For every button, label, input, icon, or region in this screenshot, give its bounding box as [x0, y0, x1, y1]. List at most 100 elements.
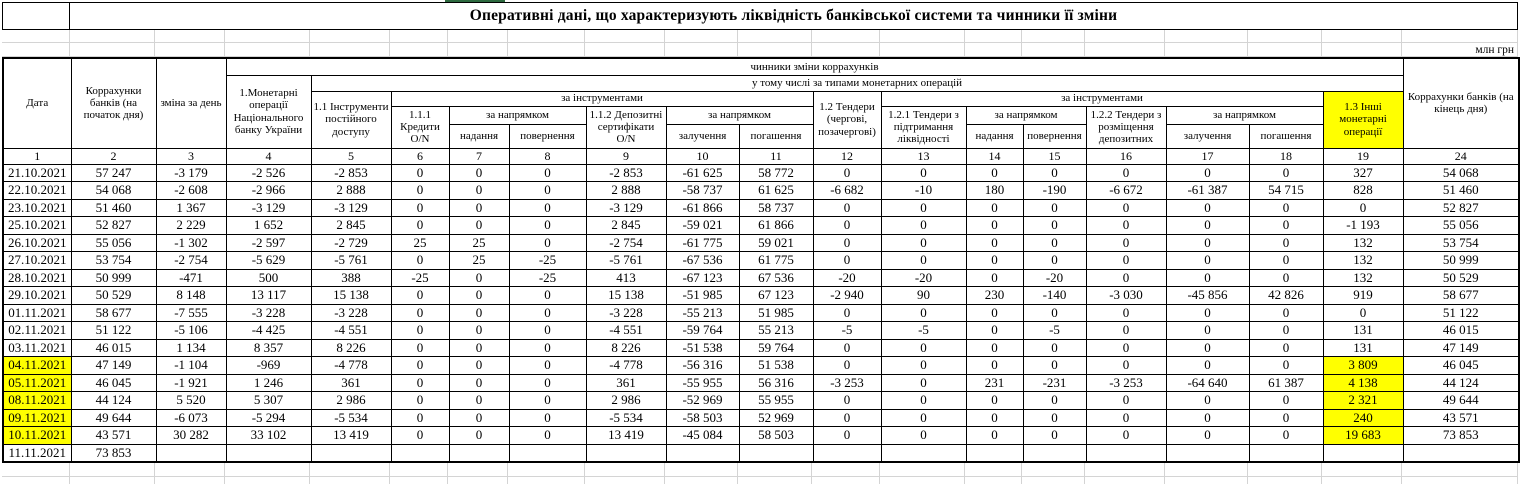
value-cell[interactable]: [880, 443, 967, 462]
value-cell[interactable]: -61 625: [665, 163, 740, 182]
value-cell[interactable]: 58 677: [1402, 286, 1520, 305]
value-cell[interactable]: -2 526: [225, 163, 312, 182]
value-cell[interactable]: 0: [448, 268, 510, 287]
value-cell[interactable]: -4 551: [310, 321, 392, 340]
value-cell[interactable]: -2 853: [310, 163, 392, 182]
value-cell[interactable]: 50 999: [1402, 251, 1520, 270]
value-cell[interactable]: 0: [448, 321, 510, 340]
value-cell[interactable]: 0: [812, 338, 882, 357]
value-cell[interactable]: 361: [585, 373, 667, 392]
value-cell[interactable]: 0: [508, 181, 587, 200]
value-cell[interactable]: 132: [1322, 268, 1404, 287]
value-cell[interactable]: 230: [965, 286, 1024, 305]
value-cell[interactable]: 0: [448, 303, 510, 322]
value-cell[interactable]: 0: [1165, 391, 1250, 410]
value-cell[interactable]: 51 122: [1402, 303, 1520, 322]
value-cell[interactable]: 919: [1322, 286, 1404, 305]
value-cell[interactable]: 2 986: [585, 391, 667, 410]
header-monetary-ops[interactable]: 1.Монетарні операції Національного банку…: [225, 74, 312, 149]
value-cell[interactable]: -3 228: [225, 303, 312, 322]
value-cell[interactable]: 500: [225, 268, 312, 287]
value-cell[interactable]: 50 999: [70, 268, 157, 287]
header-return-2[interactable]: повернення: [1022, 123, 1087, 149]
value-cell[interactable]: -6 682: [812, 181, 882, 200]
value-cell[interactable]: 58 503: [738, 426, 814, 445]
value-cell[interactable]: 0: [965, 391, 1024, 410]
value-cell[interactable]: 0: [508, 391, 587, 410]
value-cell[interactable]: 61 866: [738, 216, 814, 235]
value-cell[interactable]: -61 387: [1165, 181, 1250, 200]
value-cell[interactable]: 50 529: [70, 286, 157, 305]
value-cell[interactable]: 0: [1085, 251, 1167, 270]
value-cell[interactable]: 2 845: [585, 216, 667, 235]
value-cell[interactable]: -5: [1022, 321, 1087, 340]
value-cell[interactable]: 0: [880, 216, 967, 235]
value-cell[interactable]: [812, 443, 882, 462]
value-cell[interactable]: 0: [448, 163, 510, 182]
column-number-cell[interactable]: 2: [70, 147, 157, 165]
date-cell[interactable]: 28.10.2021: [2, 268, 72, 287]
value-cell[interactable]: 55 213: [738, 321, 814, 340]
header-tenders-deposit[interactable]: 1.2.2 Тендери з розміщення депозитних: [1085, 105, 1167, 149]
column-number-cell[interactable]: 11: [738, 147, 814, 165]
value-cell[interactable]: -2 966: [225, 181, 312, 200]
value-cell[interactable]: -4 778: [310, 356, 392, 375]
value-cell[interactable]: 0: [812, 356, 882, 375]
value-cell[interactable]: -4 425: [225, 321, 312, 340]
value-cell[interactable]: 58 737: [738, 198, 814, 217]
header-credits-on[interactable]: 1.1.1 Кредити O/N: [390, 105, 450, 149]
value-cell[interactable]: 0: [390, 338, 450, 357]
value-cell[interactable]: 0: [880, 233, 967, 252]
header-by-direction-4[interactable]: за напрямком: [1165, 105, 1324, 125]
value-cell[interactable]: [1022, 443, 1087, 462]
value-cell[interactable]: 0: [1248, 338, 1324, 357]
value-cell[interactable]: -5 294: [225, 408, 312, 427]
value-cell[interactable]: 44 124: [70, 391, 157, 410]
value-cell[interactable]: 49 644: [1402, 391, 1520, 410]
value-cell[interactable]: 0: [880, 391, 967, 410]
value-cell[interactable]: -51 538: [665, 338, 740, 357]
value-cell[interactable]: -5 761: [310, 251, 392, 270]
value-cell[interactable]: 1 652: [225, 216, 312, 235]
value-cell[interactable]: 0: [1248, 391, 1324, 410]
value-cell[interactable]: -4 551: [585, 321, 667, 340]
value-cell[interactable]: 0: [1085, 356, 1167, 375]
value-cell[interactable]: 0: [1165, 216, 1250, 235]
value-cell[interactable]: [585, 443, 667, 462]
value-cell[interactable]: 13 117: [225, 286, 312, 305]
value-cell[interactable]: 0: [390, 426, 450, 445]
value-cell[interactable]: -3 129: [225, 198, 312, 217]
value-cell[interactable]: [310, 443, 392, 462]
value-cell[interactable]: [448, 443, 510, 462]
value-cell[interactable]: 0: [1085, 268, 1167, 287]
column-number-cell[interactable]: 19: [1322, 147, 1404, 165]
value-cell[interactable]: -25: [508, 251, 587, 270]
value-cell[interactable]: 0: [880, 356, 967, 375]
value-cell[interactable]: -3 030: [1085, 286, 1167, 305]
header-factors[interactable]: чинники зміни коррахунків: [225, 57, 1404, 76]
value-cell[interactable]: 388: [310, 268, 392, 287]
value-cell[interactable]: -52 969: [665, 391, 740, 410]
value-cell[interactable]: 0: [1165, 198, 1250, 217]
value-cell[interactable]: 0: [1248, 408, 1324, 427]
value-cell[interactable]: 0: [880, 373, 967, 392]
date-cell[interactable]: 23.10.2021: [2, 198, 72, 217]
value-cell[interactable]: 0: [508, 163, 587, 182]
value-cell[interactable]: -471: [155, 268, 227, 287]
value-cell[interactable]: 46 045: [1402, 356, 1520, 375]
header-standing-facilities[interactable]: 1.1 Інструменти постійного доступу: [310, 90, 392, 149]
value-cell[interactable]: 59 764: [738, 338, 814, 357]
value-cell[interactable]: -3 228: [310, 303, 392, 322]
value-cell[interactable]: 0: [965, 303, 1024, 322]
header-by-types[interactable]: у тому числі за типами монетарних операц…: [310, 74, 1404, 92]
value-cell[interactable]: -3 228: [585, 303, 667, 322]
value-cell[interactable]: 0: [880, 251, 967, 270]
column-number-cell[interactable]: 17: [1165, 147, 1250, 165]
column-number-cell[interactable]: 6: [390, 147, 450, 165]
column-number-cell[interactable]: 24: [1402, 147, 1520, 165]
value-cell[interactable]: 0: [390, 356, 450, 375]
value-cell[interactable]: [1085, 443, 1167, 462]
value-cell[interactable]: -140: [1022, 286, 1087, 305]
value-cell[interactable]: 55 955: [738, 391, 814, 410]
value-cell[interactable]: 240: [1322, 408, 1404, 427]
